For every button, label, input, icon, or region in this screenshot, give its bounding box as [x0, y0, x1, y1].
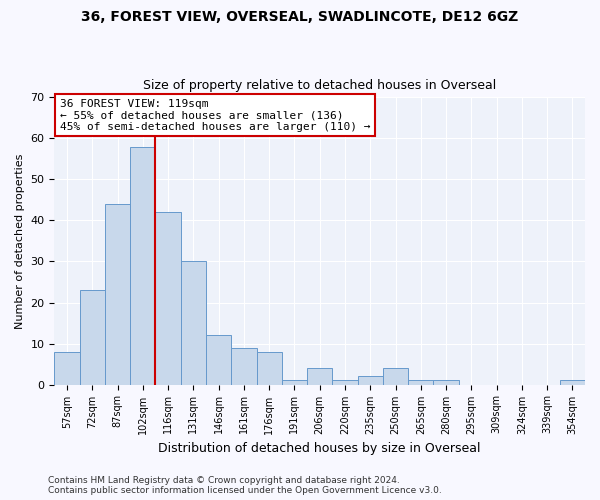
Bar: [560, 380, 585, 384]
Y-axis label: Number of detached properties: Number of detached properties: [15, 154, 25, 328]
Bar: [383, 368, 408, 384]
Bar: [206, 336, 231, 384]
Text: Contains HM Land Registry data © Crown copyright and database right 2024.
Contai: Contains HM Land Registry data © Crown c…: [48, 476, 442, 495]
Bar: [105, 204, 130, 384]
Bar: [408, 380, 433, 384]
Bar: [55, 352, 80, 384]
Bar: [282, 380, 307, 384]
Bar: [155, 212, 181, 384]
Bar: [231, 348, 257, 385]
Text: 36 FOREST VIEW: 119sqm
← 55% of detached houses are smaller (136)
45% of semi-de: 36 FOREST VIEW: 119sqm ← 55% of detached…: [60, 99, 370, 132]
Bar: [130, 146, 155, 384]
Title: Size of property relative to detached houses in Overseal: Size of property relative to detached ho…: [143, 79, 496, 92]
Bar: [257, 352, 282, 384]
X-axis label: Distribution of detached houses by size in Overseal: Distribution of detached houses by size …: [158, 442, 481, 455]
Bar: [358, 376, 383, 384]
Bar: [332, 380, 358, 384]
Bar: [433, 380, 458, 384]
Bar: [181, 262, 206, 384]
Text: 36, FOREST VIEW, OVERSEAL, SWADLINCOTE, DE12 6GZ: 36, FOREST VIEW, OVERSEAL, SWADLINCOTE, …: [82, 10, 518, 24]
Bar: [307, 368, 332, 384]
Bar: [80, 290, 105, 384]
